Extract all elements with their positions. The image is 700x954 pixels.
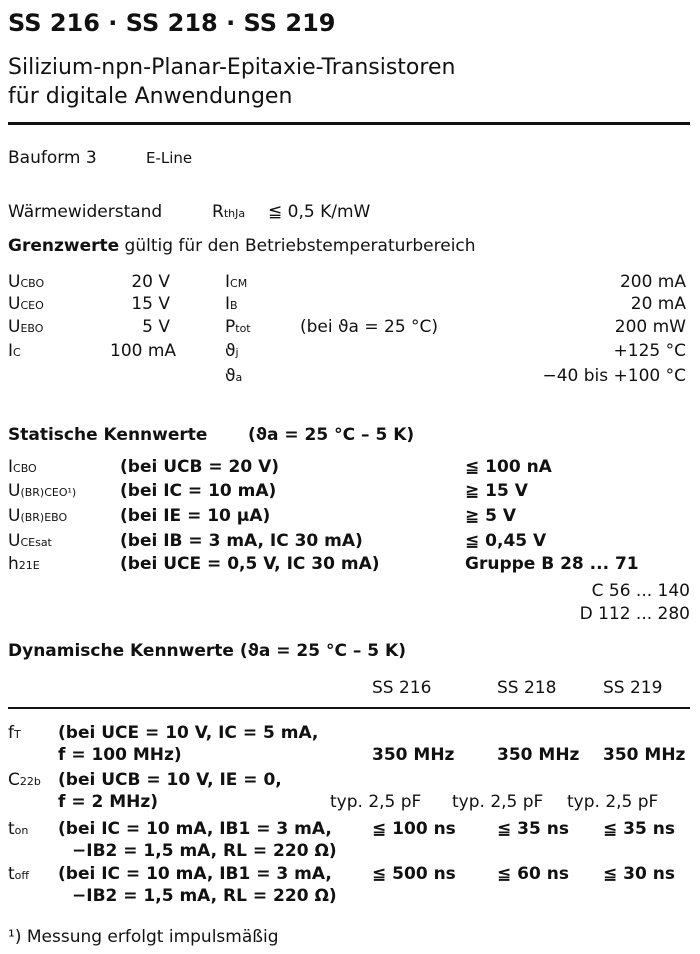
symbol: UCBO xyxy=(8,272,45,292)
symbol: ICM xyxy=(225,272,248,292)
dynamic-heading: Dynamische Kennwerte (ϑa = 25 °C – 5 K) xyxy=(8,641,406,661)
symbol: C22b xyxy=(8,770,41,790)
symbol: toff xyxy=(8,864,29,884)
condition-line-2: −IB2 = 1,5 mA, RL = 220 Ω) xyxy=(72,886,337,906)
footnote: ¹) Messung erfolgt impulsmäßig xyxy=(8,927,279,947)
value-ss219: typ. 2,5 pF xyxy=(567,792,659,812)
value-ss218: typ. 2,5 pF xyxy=(452,792,544,812)
symbol: ton xyxy=(8,819,29,839)
static-condition: (bei IB = 3 mA, IC 30 mA) xyxy=(120,531,363,551)
symbol: UEBO xyxy=(8,317,44,337)
static-value: ≦ 100 nA xyxy=(465,457,552,477)
condition-line-2: −IB2 = 1,5 mA, RL = 220 Ω) xyxy=(72,841,337,861)
value-ss216: ≦ 100 ns xyxy=(372,819,456,839)
static-value: ≦ 0,45 V xyxy=(465,531,547,551)
limit-condition: (bei ϑa = 25 °C) xyxy=(300,317,439,337)
column-header: SS 216 xyxy=(372,678,432,698)
static-value: ≧ 5 V xyxy=(465,506,517,526)
symbol: Ptot xyxy=(225,317,251,337)
thermal-label: Wärmewiderstand xyxy=(8,202,163,222)
value-ss219: 350 MHz xyxy=(603,745,686,765)
value-ss216: typ. 2,5 pF xyxy=(330,792,422,812)
thermal-value: ≦ 0,5 K/mW xyxy=(268,202,371,222)
static-condition: (bei UCB = 20 V) xyxy=(120,457,280,477)
bauform-value: E-Line xyxy=(146,149,193,167)
subtitle-line-2: für digitale Anwendungen xyxy=(8,84,293,109)
value-ss218: ≦ 35 ns xyxy=(497,819,569,839)
value-ss216: 350 MHz xyxy=(372,745,455,765)
symbol: UCEO xyxy=(8,294,44,314)
thermal-symbol: RthJa xyxy=(212,202,246,222)
static-heading: Statische Kennwerte xyxy=(8,425,208,445)
limits-heading: Grenzwerte gültig für den Betriebstemper… xyxy=(8,236,476,256)
value-ss216: ≦ 500 ns xyxy=(372,864,456,884)
static-condition: (ϑa = 25 °C – 5 K) xyxy=(248,425,415,445)
divider xyxy=(8,707,690,709)
gruppe-c: C 56 ... 140 xyxy=(591,581,690,601)
subtitle-line-1: Silizium-npn-Planar-Epitaxie-Transistore… xyxy=(8,55,456,80)
title: SS 216 · SS 218 · SS 219 xyxy=(8,9,336,37)
symbol: fT xyxy=(8,723,21,743)
value-ss218: ≦ 60 ns xyxy=(497,864,569,884)
bauform-label: Bauform 3 xyxy=(8,148,97,168)
symbol: ϑj xyxy=(225,341,239,361)
static-value: Gruppe B 28 ... 71 xyxy=(465,554,639,574)
limit-value: 15 V xyxy=(131,294,170,314)
symbol: ϑa xyxy=(225,366,243,386)
limit-value: −40 bis +100 °C xyxy=(542,366,686,386)
static-condition: (bei IE = 10 µA) xyxy=(120,506,271,526)
value-ss219: ≦ 35 ns xyxy=(603,819,675,839)
limit-value: 100 mA xyxy=(110,341,177,361)
gruppe-d: D 112 ... 280 xyxy=(579,604,690,624)
static-value: ≧ 15 V xyxy=(465,481,528,501)
condition-line-1: (bei IC = 10 mA, IB1 = 3 mA, xyxy=(58,819,332,839)
symbol: IC xyxy=(8,341,21,361)
condition-line-2: f = 100 MHz) xyxy=(58,745,182,765)
condition-line-1: (bei UCB = 10 V, IE = 0, xyxy=(58,770,282,790)
static-condition: (bei IC = 10 mA) xyxy=(120,481,277,501)
limit-value: +125 °C xyxy=(613,341,686,361)
static-condition: (bei UCE = 0,5 V, IC 30 mA) xyxy=(120,554,380,574)
limit-value: 20 V xyxy=(131,272,170,292)
symbol: U(BR)EBO xyxy=(8,506,68,526)
column-header: SS 219 xyxy=(603,678,663,698)
symbol: UCEsat xyxy=(8,531,52,551)
column-header: SS 218 xyxy=(497,678,557,698)
value-ss219: ≦ 30 ns xyxy=(603,864,675,884)
value-ss218: 350 MHz xyxy=(497,745,580,765)
limit-value: 200 mA xyxy=(619,272,686,292)
condition-line-2: f = 2 MHz) xyxy=(58,792,159,812)
limit-value: 20 mA xyxy=(630,294,686,314)
symbol: ICBO xyxy=(8,457,37,477)
symbol: h21E xyxy=(8,554,40,574)
symbol: U(BR)CEO¹) xyxy=(8,481,77,501)
divider xyxy=(8,122,690,125)
limit-value: 200 mW xyxy=(614,317,686,337)
condition-line-1: (bei IC = 10 mA, IB1 = 3 mA, xyxy=(58,864,332,884)
limit-value: 5 V xyxy=(142,317,170,337)
symbol: IB xyxy=(225,294,238,314)
condition-line-1: (bei UCE = 10 V, IC = 5 mA, xyxy=(58,723,319,743)
